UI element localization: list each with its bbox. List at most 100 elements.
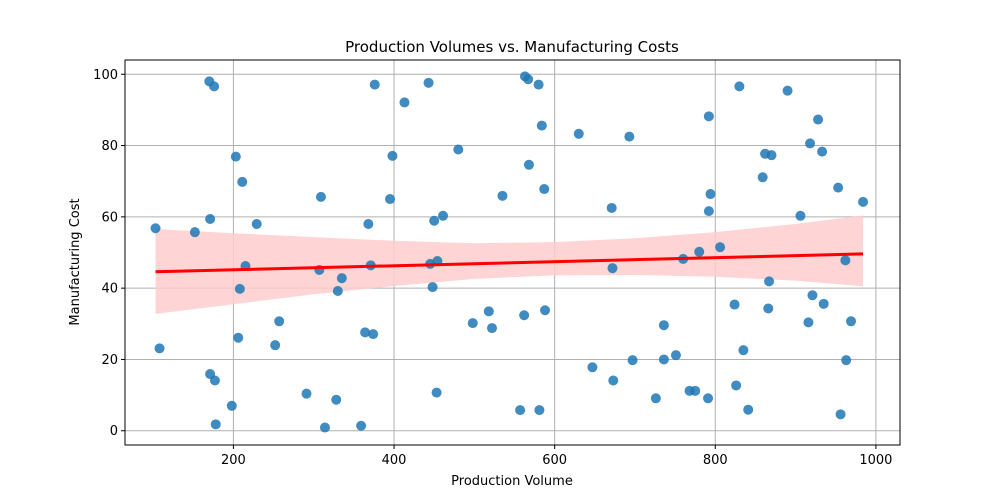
data-point [467, 318, 478, 329]
data-point [729, 299, 740, 310]
data-point [766, 150, 777, 161]
data-point [209, 375, 220, 386]
data-point [431, 387, 442, 398]
data-point [515, 405, 526, 416]
data-point [387, 150, 398, 161]
data-point [399, 97, 410, 108]
data-point [154, 343, 165, 354]
data-point [210, 419, 221, 430]
data-point [764, 276, 775, 287]
data-point [606, 202, 617, 213]
data-point [536, 120, 547, 131]
data-point [846, 316, 857, 327]
data-point [301, 388, 312, 399]
y-tick-label: 80 [101, 139, 118, 154]
confidence-band [155, 215, 864, 314]
data-point [487, 323, 498, 334]
data-point [608, 375, 619, 386]
data-point [818, 298, 829, 309]
data-point [423, 77, 434, 88]
data-point [539, 184, 550, 195]
data-point [237, 176, 248, 187]
x-tick-label: 800 [703, 453, 728, 468]
data-point [336, 273, 347, 284]
data-point [703, 206, 714, 217]
confidence-band-layer [155, 215, 864, 314]
data-point [274, 316, 285, 327]
data-point [813, 114, 824, 125]
data-point [690, 385, 701, 396]
data-point [205, 213, 216, 224]
y-tick-label: 20 [101, 353, 118, 368]
data-point [438, 210, 449, 221]
data-point [694, 246, 705, 257]
data-point [782, 85, 793, 96]
data-point [332, 286, 343, 296]
data-point [533, 79, 544, 90]
plot-frame [124, 59, 901, 446]
data-point [251, 218, 262, 229]
data-point [519, 310, 530, 321]
data-point [624, 131, 635, 142]
x-tick-label: 1000 [859, 453, 892, 468]
y-axis-label: Manufacturing Cost [68, 198, 83, 325]
x-tick-label: 400 [382, 453, 407, 468]
data-point [453, 144, 464, 155]
ticks-layer: 200 400 600 800 1000 0 20 40 60 80 100 [93, 68, 892, 468]
data-point [369, 79, 380, 90]
data-point [705, 189, 716, 200]
y-tick-label: 40 [101, 282, 118, 297]
data-point [331, 394, 342, 405]
data-point [833, 182, 844, 193]
data-point [363, 218, 374, 229]
points-layer [150, 71, 869, 433]
data-point [573, 128, 584, 139]
data-point [189, 227, 200, 238]
data-point [523, 159, 534, 170]
data-point [738, 345, 749, 356]
y-tick-label: 100 [93, 68, 118, 83]
data-point [658, 354, 669, 365]
data-point [835, 409, 846, 420]
data-point [368, 329, 379, 340]
data-point [540, 305, 551, 316]
data-point [841, 355, 852, 366]
data-point [807, 290, 818, 301]
data-point [356, 420, 367, 431]
y-tick-label: 0 [110, 424, 118, 439]
data-point [743, 404, 754, 415]
data-point [523, 74, 534, 85]
data-point [360, 327, 371, 338]
data-point [658, 320, 669, 331]
data-point [703, 393, 714, 404]
data-point [607, 263, 618, 274]
x-tick-label: 600 [542, 453, 567, 468]
data-point [858, 196, 869, 207]
data-point [715, 242, 726, 253]
data-point [763, 303, 774, 314]
data-point [429, 215, 440, 226]
x-axis-label: Production Volume [451, 474, 573, 489]
data-point [734, 81, 745, 92]
data-point [795, 210, 806, 221]
data-point [315, 191, 326, 202]
chart-title: Production Volumes vs. Manufacturing Cos… [345, 38, 679, 56]
data-point [670, 350, 681, 361]
data-point [805, 138, 816, 149]
data-point [226, 400, 237, 411]
data-point [209, 81, 220, 92]
data-point [840, 255, 851, 266]
data-point [731, 380, 742, 391]
data-point [270, 340, 281, 351]
data-point [385, 194, 396, 205]
data-point [497, 190, 508, 201]
data-point [427, 282, 438, 293]
data-point [234, 283, 245, 294]
x-tick-label: 200 [221, 453, 246, 468]
data-point [817, 146, 828, 157]
regression-layer [155, 252, 864, 274]
data-point [534, 405, 545, 416]
data-point [319, 422, 330, 433]
y-tick-label: 60 [101, 210, 118, 225]
